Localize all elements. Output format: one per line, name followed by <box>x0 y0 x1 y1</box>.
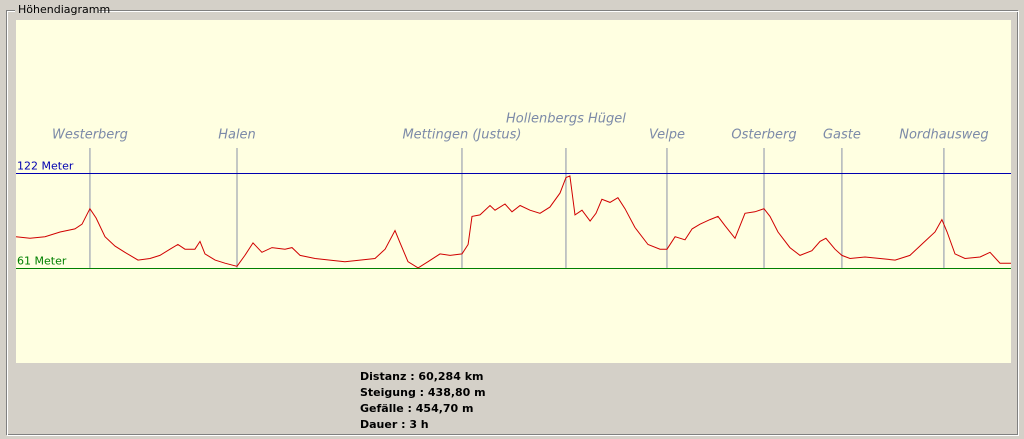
stat-line: Steigung : 438,80 m <box>360 386 486 399</box>
waypoint-label: Nordhausweg <box>899 128 988 143</box>
elevation-line <box>15 175 1011 269</box>
waypoint-label: Hollenbergs Hügel <box>506 112 626 127</box>
plot-area <box>16 20 1011 363</box>
group-box <box>6 10 1018 435</box>
waypoint-label: Velpe <box>649 128 685 143</box>
stat-line: Distanz : 60,284 km <box>360 370 483 383</box>
waypoint-label: Halen <box>218 128 256 143</box>
waypoint-label: Gaste <box>823 128 861 143</box>
waypoint-label: Westerberg <box>52 128 128 143</box>
reference-label: 61 Meter <box>17 255 67 268</box>
reference-label: 122 Meter <box>17 160 74 173</box>
waypoint-label: Mettingen (Justus) <box>402 128 521 143</box>
stat-line: Dauer : 3 h <box>360 418 429 431</box>
waypoint-label: Osterberg <box>731 128 796 143</box>
stat-line: Gefälle : 454,70 m <box>360 402 474 415</box>
group-box-highlight <box>7 11 1019 436</box>
title-bg <box>15 5 99 17</box>
chart-title: Höhendiagramm <box>18 3 110 16</box>
